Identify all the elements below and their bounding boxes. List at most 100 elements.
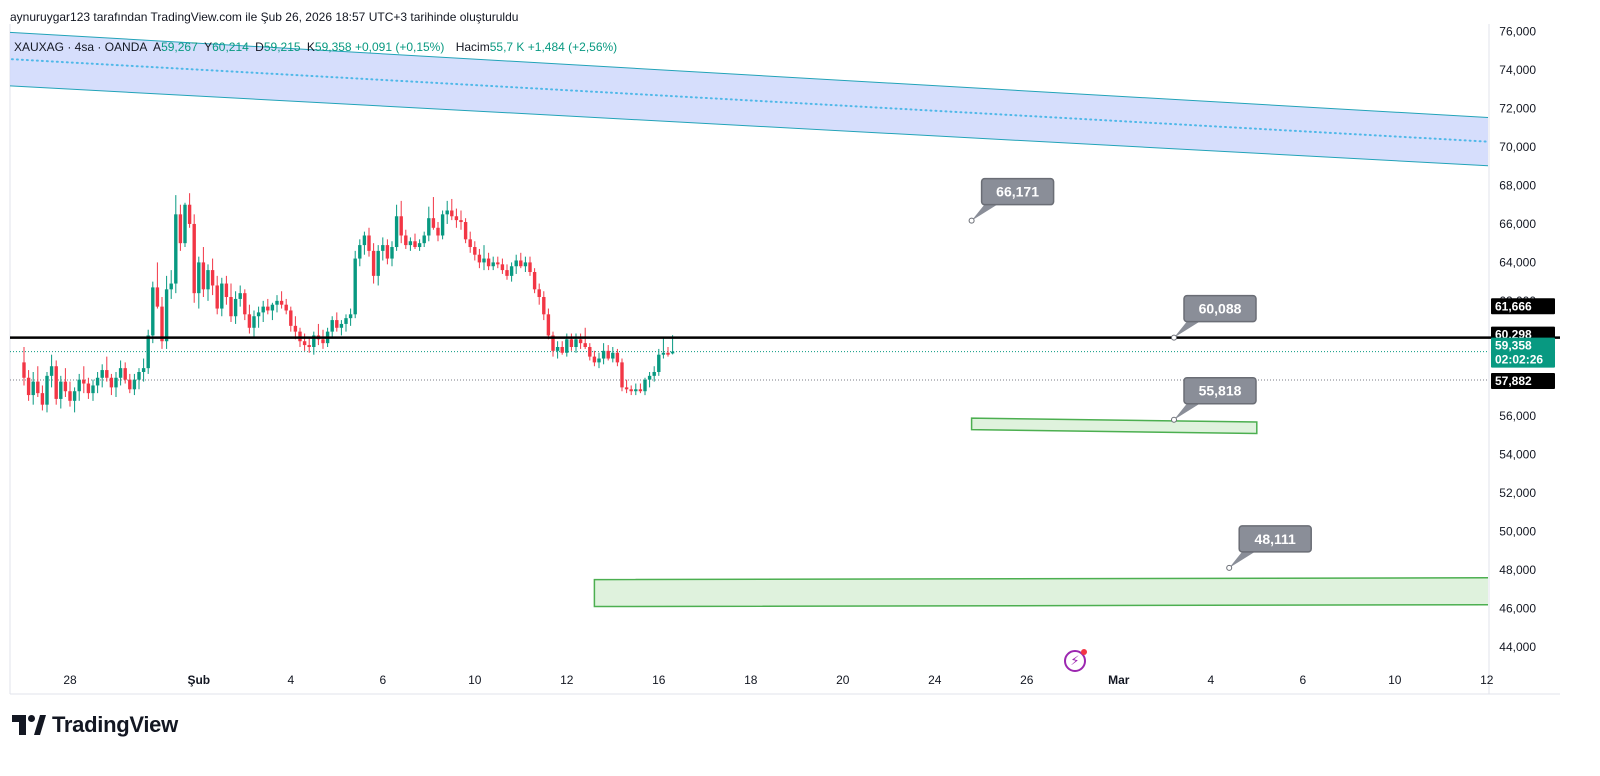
candle-body (289, 310, 293, 326)
price-callout: 60,088 (1171, 294, 1257, 341)
candle-body (160, 306, 164, 342)
candle (151, 281, 155, 344)
candle (509, 262, 514, 282)
callout-box (1183, 376, 1257, 405)
candle (302, 333, 307, 351)
candle (606, 345, 610, 361)
candle (312, 331, 316, 355)
candle (174, 195, 178, 294)
time-axis-tick-label: Şub (187, 673, 210, 687)
candle-body (109, 377, 114, 388)
candle (459, 210, 463, 230)
candle-body (49, 366, 54, 376)
candle-body (215, 285, 219, 309)
candle-body (206, 270, 210, 290)
time-axis: 28 Şub 4 6 10 12 16 18 20 24 26 Mar 4 6 10 12 (63, 673, 1493, 687)
callout-label: 55,818 (1199, 383, 1242, 399)
time-axis-tick-label: 6 (379, 673, 386, 687)
candle (178, 204, 183, 251)
candle (31, 371, 35, 405)
candle (105, 356, 109, 382)
candle-body (404, 235, 408, 246)
candle (54, 360, 58, 405)
close-value: 59,358 (314, 40, 352, 54)
candle-body (468, 239, 472, 248)
price-axis-tick-label: 48,000 (1499, 563, 1536, 577)
price-tag-bg (1491, 298, 1555, 315)
candle (367, 227, 371, 257)
candle-body (141, 368, 146, 372)
channel-upper-line (10, 31, 1488, 119)
candle-body (348, 314, 353, 319)
candle-body (385, 245, 390, 259)
price-tag-label: 57,882 (1495, 374, 1532, 388)
candle (611, 347, 615, 363)
candle (477, 248, 482, 269)
callout-box (1183, 294, 1257, 323)
candle (390, 241, 394, 267)
candle (289, 306, 293, 332)
candle (546, 308, 551, 340)
candle-body (155, 287, 160, 307)
candle-body (565, 339, 569, 353)
candle-body (100, 370, 104, 378)
candle (523, 256, 528, 273)
price-callout: 48,111 (1226, 525, 1312, 571)
candle-body (546, 314, 551, 336)
volume-value: 55,7 K (489, 40, 525, 54)
candle (137, 368, 141, 390)
candle-body (509, 266, 514, 276)
candle-body (450, 210, 454, 217)
candle (266, 298, 270, 315)
demand-zone-upper (970, 417, 1258, 435)
candle (344, 314, 348, 332)
candle (647, 371, 652, 388)
candle (220, 277, 224, 317)
candle (666, 347, 670, 357)
lightning-icon[interactable]: ⚡ (1064, 649, 1087, 672)
candle-body (192, 223, 196, 294)
time-axis-tick-label: 10 (1388, 673, 1402, 687)
price-axis-tick-label: 66,000 (1499, 217, 1536, 231)
symbol-label[interactable]: XAUXAG · 4sa · OANDA (14, 40, 147, 54)
candle (620, 358, 624, 392)
candle (123, 362, 127, 384)
candle (335, 312, 339, 332)
candle (629, 385, 633, 396)
candle-body (358, 245, 362, 259)
callout-anchor-dot (968, 217, 975, 224)
volume-change: +1,484 (+2,56%) (527, 40, 618, 54)
candle-body (560, 347, 564, 353)
time-axis-tick-label: 4 (287, 673, 294, 687)
candle-body (634, 389, 638, 392)
candle (473, 241, 477, 261)
candle-body (229, 297, 233, 317)
candle-body (270, 304, 275, 311)
candle-body (183, 204, 187, 244)
price-axis-tick-label: 44,000 (1499, 640, 1536, 654)
candle-body (95, 377, 100, 386)
candle-body (266, 306, 270, 311)
candle (128, 373, 132, 394)
candle-body (40, 393, 45, 405)
candle (59, 375, 63, 409)
candle-body (661, 352, 666, 355)
candle-body (243, 293, 247, 315)
candle (206, 264, 210, 301)
close-label: K (306, 40, 315, 54)
candle (445, 200, 449, 224)
candle (192, 214, 196, 303)
callout-anchor-dot (1226, 564, 1233, 571)
candle-body (114, 377, 118, 388)
candle-body (413, 241, 417, 248)
candle (615, 348, 620, 367)
callout-pointer (1174, 317, 1206, 338)
candle-body (482, 258, 486, 263)
demand-zone-lower (593, 577, 1488, 608)
candle-body (220, 283, 224, 309)
time-axis-tick-label: 28 (63, 673, 77, 687)
tradingview-logo[interactable]: TradingView (12, 712, 178, 738)
candle-body (26, 377, 31, 396)
tradingview-wordmark: TradingView (52, 712, 178, 737)
